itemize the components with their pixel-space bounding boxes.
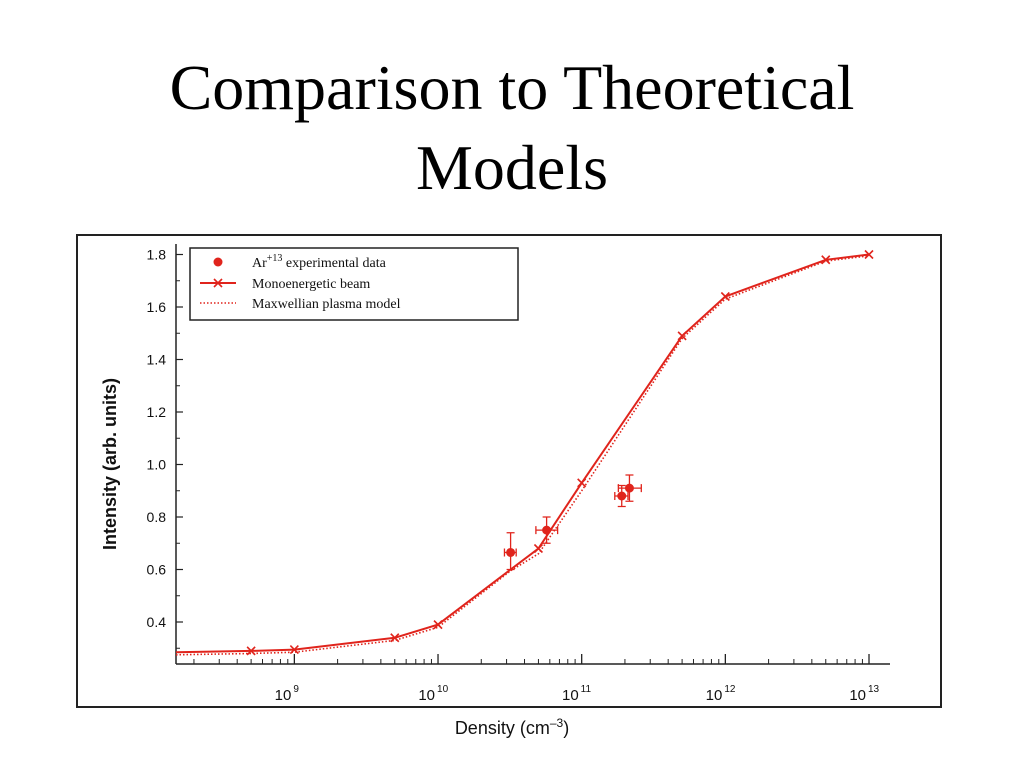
y-tick-label: 1.4 [147,352,167,368]
y-tick-label: 0.8 [147,509,167,525]
legend-marker-experimental [213,257,223,267]
legend-label-experimental: Ar+13 experimental data [252,253,387,271]
y-tick-label: 1.8 [147,247,167,263]
slide-title-line-1: Comparison to Theoretical [169,52,855,123]
slide-title-line-2: Models [416,132,608,203]
x-tick-exponent: 10 [437,684,449,695]
x-tick-exponent: 11 [581,684,592,695]
legend-marker-monoenergetic [213,278,223,288]
x-axis-label-exponent: –3 [549,716,564,730]
x-tick-label: 10 [706,687,723,704]
legend-box [189,247,519,321]
x-tick-exponent: 12 [724,684,736,695]
slide-title: Comparison to Theoretical Models [0,48,1024,208]
monoenergetic-marker [864,249,874,260]
legend-experimental-text: experimental data [282,256,386,271]
x-axis-label: Density (cm–3) [0,716,1024,739]
x-tick-exponent: 13 [868,684,880,695]
x-axis-label-text: Density (cm [454,718,550,738]
intensity-density-chart: 0.40.60.81.01.21.41.61.810 9 10 10 10 11 10 12 1… [100,244,890,704]
experimental-data-point [542,525,552,535]
monoenergetic-marker [533,543,544,554]
monoenergetic-marker [821,255,831,265]
y-tick-label: 0.4 [147,614,167,630]
x-tick-label: 10 [418,687,435,704]
legend-label-monoenergetic: Monoenergetic beam [252,277,370,292]
monoenergetic-marker [433,620,443,630]
monoenergetic-marker [677,331,687,341]
monoenergetic-marker [390,633,400,643]
y-tick-label: 1.2 [147,404,167,420]
legend-label-maxwellian: Maxwellian plasma model [252,297,401,312]
monoenergetic-marker [577,478,587,488]
x-tick-label: 10 [562,687,579,704]
y-axis-title: Intensity (arb. units) [100,378,120,550]
experimental-data-point [506,547,516,557]
y-tick-label: 0.6 [147,562,167,578]
y-tick-label: 1.6 [147,299,167,315]
x-tick-exponent: 9 [293,684,299,695]
y-tick-label: 1.0 [147,457,167,473]
experimental-data-point [617,491,627,501]
x-tick-label: 10 [275,687,292,704]
x-axis-label-close: ) [563,718,570,738]
legend-ar-text: Ar [252,256,267,271]
monoenergetic-marker [720,291,730,302]
experimental-data-point [624,483,634,493]
chart-frame: 0.4 0.6 0.8 1.0 1.2 1.4 1.6 1.8 10 9 10 10 10 11 10 12 1… [76,234,942,708]
x-tick-label: 10 [849,687,866,704]
legend-charge-superscript: +13 [267,253,283,264]
